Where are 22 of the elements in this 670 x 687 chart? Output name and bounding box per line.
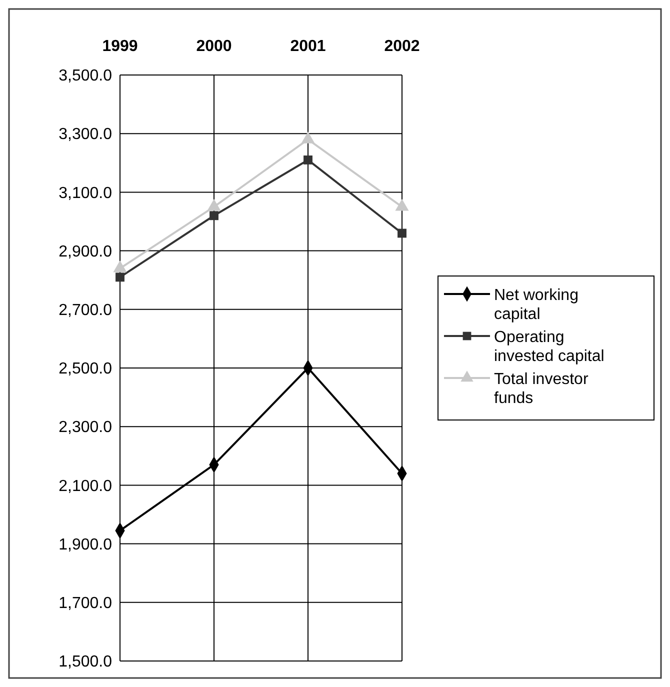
point [210,211,218,220]
y-tick-label: 2,100.0 [58,478,112,495]
legend-label: Net working capital [494,287,578,323]
point [398,228,406,238]
point [116,272,124,282]
y-tick-label: 1,700.0 [58,595,112,612]
legend-label: Operating invested capital [494,329,604,365]
y-tick-label: 1,900.0 [58,536,112,554]
x-tick-label: 2002 [384,38,420,55]
x-tick-label: 1999 [102,38,138,55]
y-tick-label: 2,700.0 [58,302,112,319]
y-tick-label: 3,500.0 [58,68,112,85]
y-tick-label: 3,100.0 [58,184,112,202]
y-tick-label: 2,900.0 [58,243,112,260]
y-tick-label: 2,300.0 [58,419,112,436]
x-tick-label: 2000 [196,38,232,55]
y-tick-label: 2,500.0 [58,360,112,378]
legend-label: Total investor funds [494,371,589,407]
y-tick-label: 3,300.0 [58,126,112,144]
point [304,156,312,164]
y-tick-label: 1,500.0 [58,654,112,671]
x-tick-label: 2001 [290,38,326,55]
